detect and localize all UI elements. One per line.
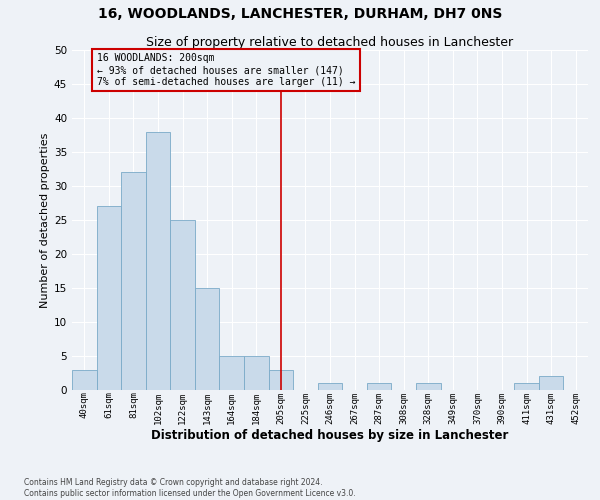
- Bar: [170, 220, 195, 390]
- Text: 16 WOODLANDS: 200sqm
← 93% of detached houses are smaller (147)
7% of semi-detac: 16 WOODLANDS: 200sqm ← 93% of detached h…: [97, 54, 355, 86]
- Bar: [97, 206, 121, 390]
- Bar: [367, 383, 391, 390]
- Y-axis label: Number of detached properties: Number of detached properties: [40, 132, 50, 308]
- Text: 16, WOODLANDS, LANCHESTER, DURHAM, DH7 0NS: 16, WOODLANDS, LANCHESTER, DURHAM, DH7 0…: [98, 8, 502, 22]
- Bar: [539, 376, 563, 390]
- Bar: [121, 172, 146, 390]
- Bar: [416, 383, 440, 390]
- Bar: [220, 356, 244, 390]
- Bar: [318, 383, 342, 390]
- X-axis label: Distribution of detached houses by size in Lanchester: Distribution of detached houses by size …: [151, 429, 509, 442]
- Bar: [146, 132, 170, 390]
- Bar: [244, 356, 269, 390]
- Bar: [269, 370, 293, 390]
- Bar: [514, 383, 539, 390]
- Bar: [72, 370, 97, 390]
- Bar: [195, 288, 220, 390]
- Title: Size of property relative to detached houses in Lanchester: Size of property relative to detached ho…: [146, 36, 514, 49]
- Text: Contains HM Land Registry data © Crown copyright and database right 2024.
Contai: Contains HM Land Registry data © Crown c…: [24, 478, 356, 498]
